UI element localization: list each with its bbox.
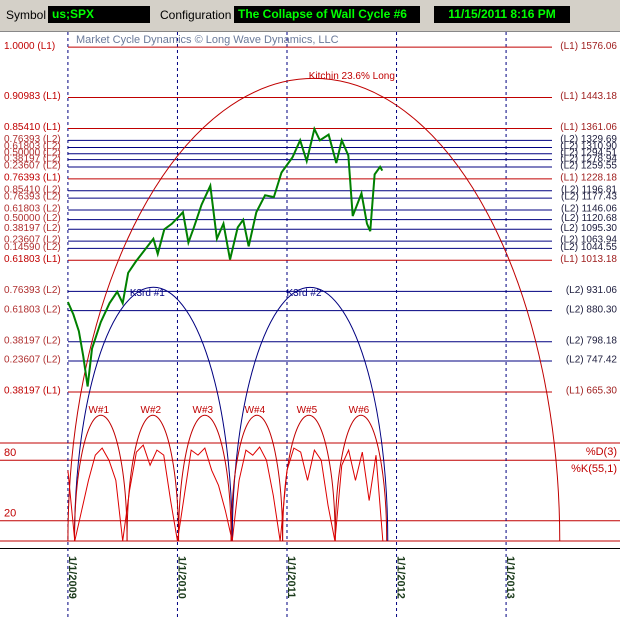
config-field[interactable]: The Collapse of Wall Cycle #6 [234,6,420,23]
toolbar: Symbol us;SPX Configuration The Collapse… [0,0,620,31]
level-value-label: (L1) 1576.06 [560,41,617,52]
cycle-arc [178,414,232,542]
level-label: 1.0000 (L1) [4,41,55,52]
level-value-label: (L1) 1228.18 [560,173,617,184]
level-value-label: (L2) 931.06 [566,285,618,296]
cycle-arc [282,415,336,542]
arc-label: K3rd #1 [130,288,165,299]
x-tick-label: 1/1/2010 [176,556,188,599]
level-value-label: (L2) 880.30 [566,304,618,315]
cycle-arc [230,415,284,542]
level-label: 0.38197 (L1) [4,386,61,397]
level-label: 0.61803 (L2) [4,141,61,152]
symbol-field[interactable]: us;SPX [48,6,150,23]
level-label: 0.50000 (L2) [4,147,61,158]
level-label: 0.50000 (L2) [4,213,61,224]
level-label: 0.61803 (L2) [4,304,61,315]
level-label: 0.61803 (L1) [4,254,61,265]
arc-label: W#6 [349,405,370,416]
level-label: 0.76393 (L2) [4,285,61,296]
x-tick-label: 1/1/2011 [285,556,297,598]
level-label: 0.85410 (L2) [4,184,61,195]
level-value-label: (L2) 1278.94 [560,153,617,164]
level-label: 0.76393 (L1) [4,173,61,184]
level-value-label: (L2) 1120.68 [561,213,617,224]
price-line [66,125,384,387]
level-value-label: (L1) 665.30 [566,386,618,397]
level-value-label: (L1) 1013.18 [560,254,617,265]
level-label: 0.23607 (L2) [4,161,61,172]
cycle-arc [67,78,561,542]
level-value-label: (L2) 1294.51 [560,147,617,158]
axis-line [0,548,620,549]
arc-label: W#5 [297,405,318,416]
arc-label: K3rd #2 [286,288,321,299]
cycle-arc [126,415,180,542]
level-value-label: (L2) 1095.30 [560,223,617,234]
level-value-label: (L1) 1443.18 [560,91,617,102]
stoch-label: %K(55,1) [571,463,617,475]
chart-border [0,31,620,32]
level-value-label: (L2) 1146.06 [561,204,617,215]
level-value-label: (L2) 1329.69 [560,134,617,145]
config-label: Configuration [160,8,232,22]
level-value-label: (L2) 1063.94 [560,235,617,246]
level-value-label: (L2) 747.42 [566,355,618,366]
level-value-label: (L2) 1177.43 [561,192,617,203]
cycle-arc [334,415,388,542]
y2-tick-label: 80 [4,447,16,459]
level-label: 0.90983 (L1) [4,91,61,102]
cycle-arc [73,415,128,542]
level-value-label: (L2) 1196.81 [561,184,617,195]
level-label: 0.38197 (L2) [4,223,61,234]
cycle-arc [231,286,389,542]
level-label: 0.23607 (L2) [4,235,61,246]
level-value-label: (L2) 1044.55 [560,242,617,253]
level-label: 0.61803 (L2) [4,204,61,215]
level-label: 0.38197 (L2) [4,153,61,164]
level-value-label: (L2) 798.18 [566,335,618,346]
level-label: 0.38197 (L2) [4,335,61,346]
arc-label: Kitchin 23.6% Long [309,71,395,82]
level-label: 0.23607 (L2) [4,355,61,366]
level-value-label: (L2) 1310.90 [560,141,617,152]
level-value-label: (L1) 1361.06 [560,122,617,133]
arc-label: W#4 [245,405,266,416]
level-label: 0.14590 (L2) [4,242,61,253]
x-tick-label: 1/1/2009 [66,556,78,599]
y2-tick-label: 20 [4,508,16,520]
watermark: Market Cycle Dynamics © Long Wave Dynami… [76,34,339,46]
cycle-arc [73,287,233,542]
stochastic-line [67,444,384,542]
level-label: 0.85410 (L1) [4,122,61,133]
level-label: 0.76393 (L2) [4,192,61,203]
stoch-label: %D(3) [586,446,617,458]
symbol-label: Symbol [6,8,47,22]
datetime-field[interactable]: 11/15/2011 8:16 PM [434,6,570,23]
x-tick-label: 1/1/2013 [504,556,516,599]
arc-label: W#3 [193,405,214,416]
x-tick-label: 1/1/2012 [395,556,407,599]
arc-label: W#1 [88,405,109,416]
arc-label: W#2 [141,405,162,416]
level-value-label: (L2) 1259.55 [560,161,617,172]
level-label: 0.76393 (L2) [4,134,61,145]
